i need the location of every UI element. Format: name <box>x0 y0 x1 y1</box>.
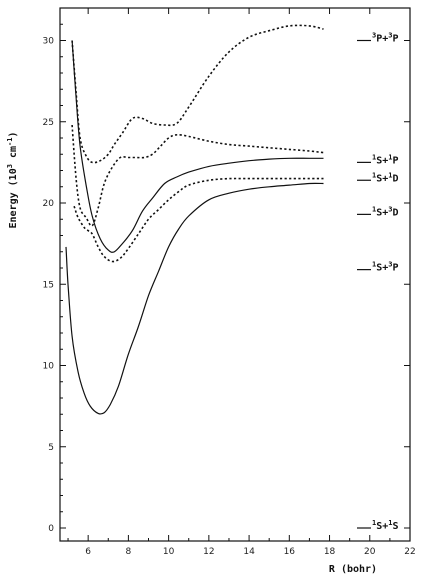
level-label-sup: 3 <box>372 32 376 40</box>
x-tick-label: 22 <box>404 547 415 557</box>
level-marker: 1S+1S <box>357 519 399 532</box>
plot-frame <box>59 7 411 542</box>
level-label: 1S+3P <box>372 261 399 274</box>
x-tick-label: 20 <box>364 547 376 557</box>
level-label-sup: 1 <box>388 153 392 161</box>
y-tick-label: 30 <box>43 37 55 47</box>
level-label: 1S+1S <box>372 519 399 532</box>
y-tick-label: 20 <box>43 199 55 209</box>
level-label-term: P <box>392 263 398 274</box>
y-axis-label-sup: 3 <box>6 164 14 168</box>
y-axis-label-close: ) <box>8 132 19 138</box>
axis-ticks: 6 8 10 12 14 16 18 20 22 0 5 10 15 20 25 30 <box>43 8 416 557</box>
level-marker: 1S+1D <box>357 171 399 184</box>
level-label-term: S+ <box>376 173 388 184</box>
x-tick-label: 12 <box>203 547 214 557</box>
level-label-sup: 1 <box>372 153 376 161</box>
level-label-sup: 1 <box>388 171 392 179</box>
level-label-term: P+ <box>376 34 388 45</box>
level-label-sup: 1 <box>372 171 376 179</box>
x-tick-label: 18 <box>324 547 336 557</box>
y-tick-label: 15 <box>43 280 54 290</box>
y-axis-label: Energy (103 cm-1) <box>6 132 19 229</box>
x-tick-label: 14 <box>243 547 255 557</box>
level-label-term: S+ <box>376 521 388 532</box>
level-label: 1S+1D <box>372 171 399 184</box>
level-label-sup: 3 <box>388 261 392 269</box>
level-label-sup: 3 <box>388 205 392 213</box>
level-label-sup: 1 <box>372 519 376 527</box>
level-marker: 1S+1P <box>357 153 399 166</box>
x-tick-label: 6 <box>85 547 91 557</box>
dotted-curve-2 <box>71 24 324 164</box>
level-label-sup: 3 <box>388 32 392 40</box>
level-label-term: S+ <box>376 207 388 218</box>
x-tick-label: 8 <box>126 547 132 557</box>
dotted-curve-4 <box>73 177 324 263</box>
level-label-term: D <box>392 173 398 184</box>
level-label-term: S+ <box>376 263 388 274</box>
y-tick-label: 0 <box>48 524 54 534</box>
y-axis-label-unit-sup: -1 <box>6 138 14 146</box>
level-label-sup: 1 <box>388 519 392 527</box>
level-label-term: P <box>392 34 398 45</box>
level-label-term: P <box>392 155 398 166</box>
solid-curve-0 <box>65 182 324 415</box>
level-marker: 3P+3P <box>357 32 399 45</box>
level-label: 1S+3D <box>372 205 399 218</box>
level-label-term: S <box>392 521 398 532</box>
y-axis-label-unit: cm <box>8 146 19 164</box>
y-axis-label-text: Energy (10 <box>8 168 19 228</box>
curves <box>65 24 324 415</box>
level-label: 1S+1P <box>372 153 399 166</box>
level-label: 3P+3P <box>372 32 399 45</box>
solid-curve-1 <box>71 40 324 253</box>
level-label-term: S+ <box>376 155 388 166</box>
level-label-sup: 1 <box>372 205 376 213</box>
dotted-curve-3 <box>71 124 324 227</box>
level-label-sup: 1 <box>372 261 376 269</box>
level-label-term: D <box>392 207 398 218</box>
x-tick-label: 16 <box>284 547 296 557</box>
level-marker: 1S+3D <box>357 205 399 218</box>
x-axis-label: R (bohr) <box>329 564 377 575</box>
x-tick-label: 10 <box>163 547 175 557</box>
y-tick-label: 10 <box>43 362 55 372</box>
y-tick-label: 25 <box>43 118 54 128</box>
y-tick-label: 5 <box>48 443 54 453</box>
level-marker: 1S+3P <box>357 261 399 274</box>
